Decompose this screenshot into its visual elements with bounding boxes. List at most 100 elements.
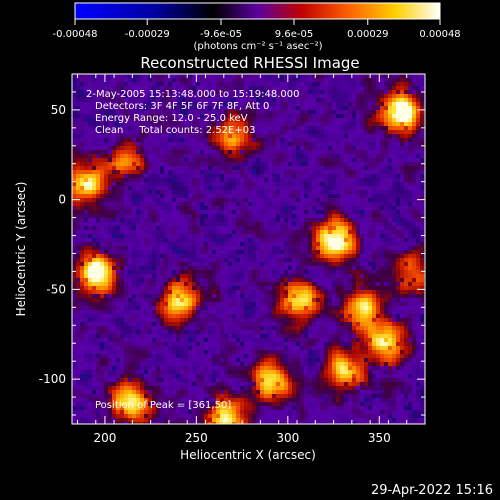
heatmap-cell [316, 146, 320, 150]
heatmap-cell [212, 174, 216, 178]
heatmap-cell [352, 210, 356, 214]
heatmap-cell [288, 194, 292, 198]
heatmap-cell [360, 102, 364, 106]
heatmap-cell [412, 246, 416, 250]
heatmap-cell [252, 142, 256, 146]
heatmap-cell [408, 246, 412, 250]
heatmap-cell [364, 238, 368, 242]
heatmap-cell [288, 290, 292, 294]
heatmap-cell [348, 206, 352, 210]
heatmap-cell [212, 90, 216, 94]
heatmap-cell [252, 190, 256, 194]
heatmap-cell [244, 130, 248, 134]
heatmap-cell [360, 122, 364, 126]
heatmap-cell [152, 270, 156, 274]
heatmap-cell [416, 102, 420, 106]
heatmap-cell [284, 294, 288, 298]
heatmap-cell [376, 286, 380, 290]
heatmap-cell [292, 110, 296, 114]
heatmap-cell [276, 266, 280, 270]
heatmap-cell [280, 202, 284, 206]
heatmap-cell [404, 270, 408, 274]
heatmap-cell [216, 114, 220, 118]
heatmap-cell [312, 178, 316, 182]
heatmap-cell [204, 126, 208, 130]
heatmap-cell [200, 222, 204, 226]
heatmap-cell [364, 230, 368, 234]
heatmap-cell [296, 162, 300, 166]
heatmap-cell [180, 122, 184, 126]
heatmap-cell [412, 166, 416, 170]
heatmap-cell [312, 266, 316, 270]
heatmap-cell [376, 250, 380, 254]
heatmap-cell [260, 74, 264, 78]
heatmap-cell [400, 122, 404, 126]
heatmap-cell [160, 278, 164, 282]
heatmap-cell [128, 258, 132, 262]
heatmap-cell [308, 118, 312, 122]
heatmap-cell [392, 114, 396, 118]
heatmap-cell [80, 122, 84, 126]
heatmap-cell [124, 194, 128, 198]
heatmap-cell [408, 198, 412, 202]
heatmap-cell [292, 170, 296, 174]
heatmap-cell [144, 150, 148, 154]
heatmap-cell [320, 138, 324, 142]
heatmap-cell [192, 154, 196, 158]
heatmap-cell [336, 90, 340, 94]
heatmap-cell [380, 134, 384, 138]
heatmap-cell [140, 146, 144, 150]
heatmap-cell [268, 74, 272, 78]
heatmap-cell [120, 110, 124, 114]
heatmap-cell [80, 190, 84, 194]
heatmap-cell [164, 290, 168, 294]
heatmap-cell [400, 198, 404, 202]
heatmap-cell [116, 190, 120, 194]
heatmap-cell [280, 130, 284, 134]
heatmap-cell [84, 186, 88, 190]
heatmap-cell [288, 114, 292, 118]
heatmap-cell [272, 218, 276, 222]
heatmap-cell [352, 158, 356, 162]
heatmap-cell [340, 78, 344, 82]
heatmap-cell [196, 178, 200, 182]
heatmap-cell [380, 166, 384, 170]
heatmap-cell [328, 270, 332, 274]
heatmap-cell [392, 74, 396, 78]
heatmap-cell [288, 238, 292, 242]
heatmap-cell [168, 270, 172, 274]
heatmap-cell [284, 210, 288, 214]
heatmap-cell [344, 122, 348, 126]
heatmap-cell [324, 174, 328, 178]
heatmap-cell [220, 150, 224, 154]
heatmap-cell [400, 214, 404, 218]
heatmap-cell [104, 162, 108, 166]
heatmap-cell [200, 122, 204, 126]
heatmap-cell [244, 78, 248, 82]
heatmap-cell [396, 214, 400, 218]
heatmap-cell [252, 218, 256, 222]
heatmap-cell [360, 290, 364, 294]
heatmap-cell [320, 82, 324, 86]
heatmap-cell [148, 214, 152, 218]
heatmap-cell [188, 114, 192, 118]
heatmap-cell [256, 78, 260, 82]
heatmap-cell [104, 286, 108, 290]
heatmap-cell [148, 294, 152, 298]
heatmap-cell [304, 258, 308, 262]
heatmap-cell [128, 126, 132, 130]
heatmap-cell [196, 106, 200, 110]
heatmap-cell [216, 226, 220, 230]
heatmap-cell [252, 250, 256, 254]
heatmap-cell [264, 186, 268, 190]
heatmap-cell [308, 270, 312, 274]
heatmap-cell [108, 178, 112, 182]
heatmap-cell [352, 270, 356, 274]
heatmap-cell [188, 182, 192, 186]
heatmap-cell [236, 206, 240, 210]
heatmap-cell [332, 250, 336, 254]
heatmap-cell [188, 266, 192, 270]
heatmap-cell [392, 254, 396, 258]
heatmap-cell [364, 210, 368, 214]
heatmap-cell [156, 158, 160, 162]
